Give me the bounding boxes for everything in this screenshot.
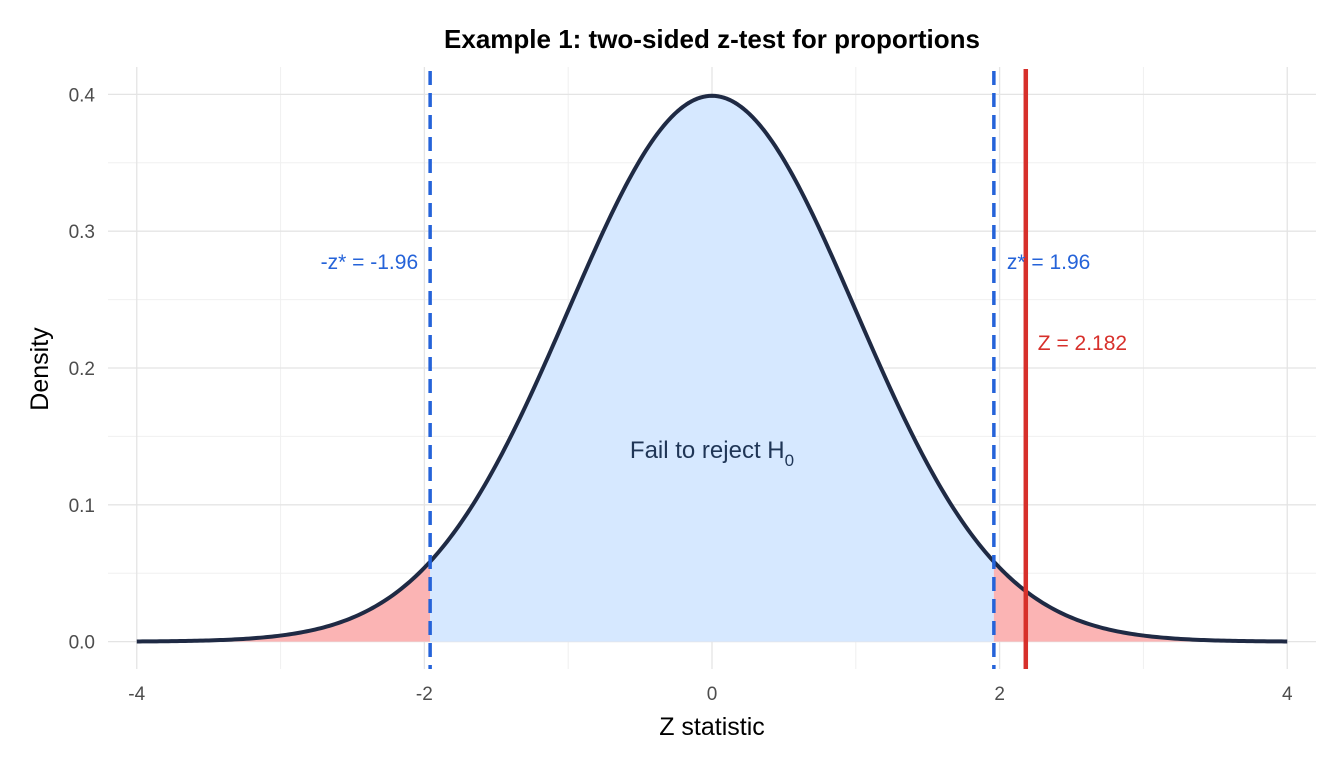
- x-axis-ticks: -4 -2 0 2 4: [128, 684, 1293, 705]
- x-tick-label: 2: [994, 684, 1005, 705]
- rejection-region: [993, 561, 1288, 642]
- x-tick-label: 0: [707, 684, 718, 705]
- fail-to-reject-label: Fail to reject H0: [630, 437, 794, 470]
- lower-critical-value-label: -z* = -1.96: [321, 251, 418, 274]
- y-tick-label: 0.4: [69, 85, 96, 106]
- y-tick-label: 0.0: [69, 633, 95, 654]
- x-tick-label: -4: [128, 684, 145, 705]
- y-tick-label: 0.3: [69, 222, 95, 243]
- annotations: -z* = -1.96 z* = 1.96 Z = 2.182 Fail to rej…: [321, 251, 1127, 470]
- chart-title: Example 1: two-sided z-test for proporti…: [444, 24, 980, 54]
- density-curve-line: [136, 93, 1288, 644]
- test-statistic-label: Z = 2.182: [1038, 332, 1127, 355]
- x-tick-label: 4: [1282, 684, 1293, 705]
- acceptance-region: [430, 95, 994, 642]
- y-axis-ticks: 0.0 0.1 0.2 0.3 0.4: [69, 85, 96, 653]
- y-tick-label: 0.2: [69, 359, 95, 380]
- x-tick-label: -2: [416, 684, 433, 705]
- upper-critical-value-label: z* = 1.96: [1007, 251, 1090, 274]
- density-curve: [136, 93, 1288, 644]
- y-tick-label: 0.1: [69, 496, 95, 517]
- y-axis-label: Density: [26, 327, 54, 411]
- shaded-regions: [136, 95, 1288, 642]
- rejection-region: [136, 561, 431, 642]
- reference-lines: [428, 69, 1029, 669]
- x-axis-label: Z statistic: [659, 713, 765, 741]
